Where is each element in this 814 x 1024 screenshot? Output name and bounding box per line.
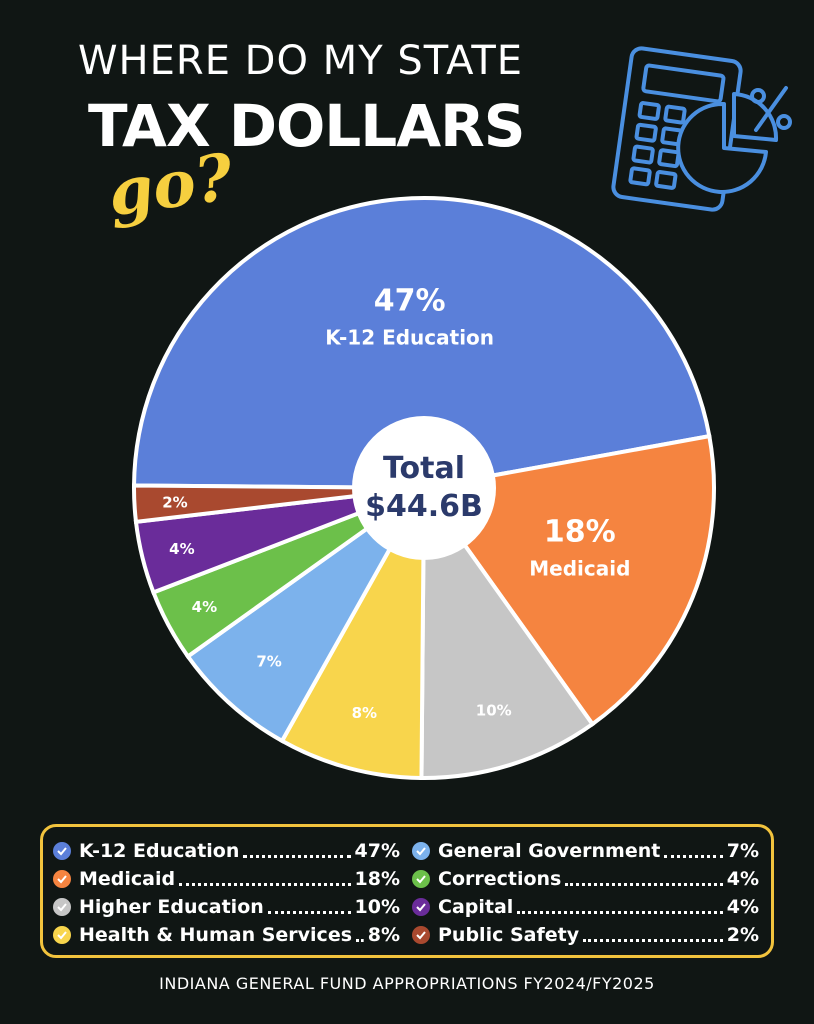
pie-center-value: $44.6B bbox=[365, 489, 483, 524]
check-icon bbox=[53, 898, 71, 916]
legend-leader-dots bbox=[583, 938, 723, 942]
legend-label: Higher Education bbox=[79, 896, 264, 918]
pie-chart: 47% K-12 Education 18% Medicaid 10% 8% 7% 4% 4% 2… bbox=[131, 196, 716, 781]
legend-item-medicaid: Medicaid 18% bbox=[53, 865, 400, 893]
legend-leader-dots bbox=[179, 882, 351, 886]
check-icon bbox=[412, 842, 430, 860]
legend-leader-dots bbox=[565, 882, 723, 886]
legend-item-k12-education: K-12 Education 47% bbox=[53, 837, 400, 865]
pie-value-label-medicaid: 18% bbox=[544, 514, 616, 549]
pie-slice-health-and-human-services bbox=[279, 487, 426, 781]
legend-value: 47% bbox=[354, 840, 400, 862]
legend: K-12 Education 47% General Government 7%… bbox=[40, 824, 774, 958]
check-icon bbox=[53, 870, 71, 888]
title-line-1: WHERE DO MY STATE bbox=[78, 38, 524, 84]
legend-leader-dots bbox=[267, 910, 351, 914]
pie-slice-general-government bbox=[185, 486, 426, 744]
legend-label: General Government bbox=[438, 840, 661, 862]
legend-value: 4% bbox=[726, 896, 759, 918]
pie-value-label-general-government: 7% bbox=[256, 653, 281, 671]
legend-leader-dots bbox=[664, 854, 723, 858]
legend-label: K-12 Education bbox=[79, 840, 240, 862]
source-footer: INDIANA GENERAL FUND APPROPRIATIONS FY20… bbox=[159, 974, 655, 993]
pie-value-label-public-safety: 2% bbox=[162, 493, 187, 511]
pie-center-label: Total bbox=[383, 451, 465, 486]
legend-item-public-safety: Public Safety 2% bbox=[412, 921, 759, 949]
pie-value-label-health-and-human-services: 8% bbox=[352, 704, 377, 722]
pie-slice-public-safety bbox=[132, 483, 425, 525]
title-line-2: TAX DOLLARS bbox=[88, 92, 526, 160]
pie-value-label-higher-education: 10% bbox=[476, 701, 512, 719]
legend-item-health-human-services: Health & Human Services 8% bbox=[53, 921, 400, 949]
pie-slice-k-12-education bbox=[131, 196, 712, 491]
legend-leader-dots bbox=[243, 854, 351, 858]
check-icon bbox=[412, 870, 430, 888]
legend-value: 2% bbox=[726, 924, 759, 946]
pie-slice-higher-education bbox=[419, 481, 596, 780]
legend-label: Public Safety bbox=[438, 924, 580, 946]
legend-item-general-government: General Government 7% bbox=[412, 837, 759, 865]
check-icon bbox=[412, 898, 430, 916]
legend-value: 8% bbox=[367, 924, 400, 946]
pie-value-label-corrections: 4% bbox=[192, 598, 217, 616]
legend-item-corrections: Corrections 4% bbox=[412, 865, 759, 893]
legend-value: 10% bbox=[354, 896, 400, 918]
pie-center-disc bbox=[352, 416, 496, 560]
legend-label: Capital bbox=[438, 896, 514, 918]
pie-value-label-k-12-education: 47% bbox=[374, 283, 446, 318]
legend-value: 18% bbox=[354, 868, 400, 890]
legend-value: 7% bbox=[726, 840, 759, 862]
legend-leader-dots bbox=[356, 938, 364, 942]
legend-label: Health & Human Services bbox=[79, 924, 353, 946]
calculator-pie-icon bbox=[611, 46, 792, 212]
pie-name-label-medicaid: Medicaid bbox=[529, 556, 630, 580]
check-icon bbox=[412, 926, 430, 944]
legend-leader-dots bbox=[517, 910, 723, 914]
check-icon bbox=[53, 842, 71, 860]
legend-label: Corrections bbox=[438, 868, 562, 890]
pie-name-label-k-12-education: K-12 Education bbox=[325, 325, 494, 349]
pie-slice-medicaid bbox=[420, 433, 716, 727]
legend-label: Medicaid bbox=[79, 868, 176, 890]
legend-value: 4% bbox=[726, 868, 759, 890]
legend-item-higher-education: Higher Education 10% bbox=[53, 893, 400, 921]
check-icon bbox=[53, 926, 71, 944]
pie-chart-svg: 47% K-12 Education 18% Medicaid 10% 8% 7% 4% 4% 2… bbox=[131, 196, 716, 781]
legend-item-capital: Capital 4% bbox=[412, 893, 759, 921]
pie-value-label-capital: 4% bbox=[169, 540, 194, 558]
